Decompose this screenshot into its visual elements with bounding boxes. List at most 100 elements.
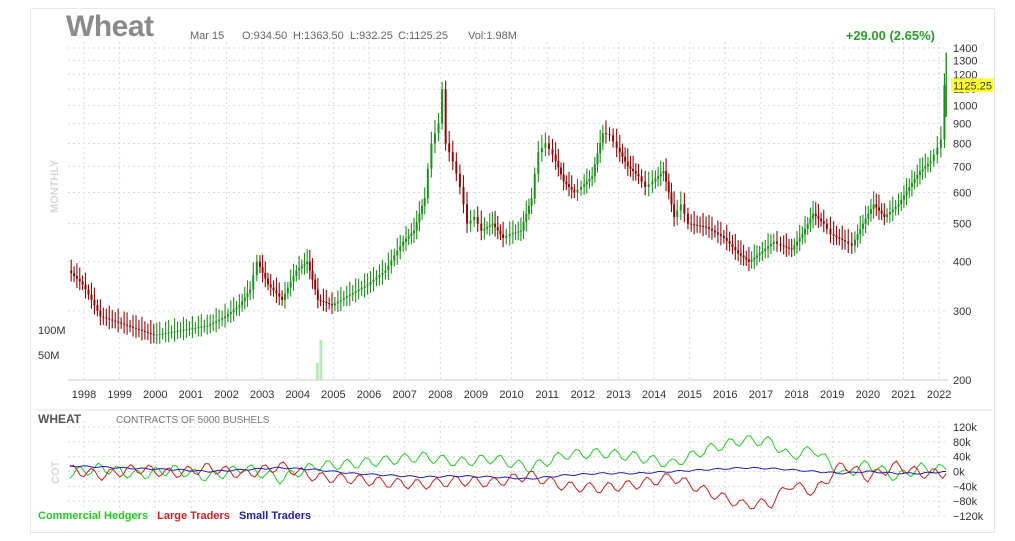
- price-bar-body: [897, 204, 900, 207]
- price-bar-body: [782, 245, 785, 247]
- price-bar-body: [859, 228, 862, 235]
- price-bar-body: [289, 281, 292, 288]
- price-bar-body: [455, 161, 458, 174]
- cot-tick-label: 120k: [953, 422, 977, 434]
- price-bar-body: [686, 213, 689, 224]
- price-bar-body: [120, 322, 123, 324]
- price-bar-body: [533, 173, 536, 199]
- price-bar-body: [615, 141, 618, 148]
- price-bar-body: [354, 291, 357, 293]
- price-bar-body: [769, 243, 772, 247]
- price-bar-body: [913, 178, 916, 183]
- low-value: L:932.25: [350, 30, 393, 42]
- cot-grid: [68, 421, 948, 517]
- price-bar-body: [390, 260, 393, 266]
- year-tick-label: 2017: [749, 389, 773, 401]
- price-bar-body: [775, 241, 778, 244]
- price-bar-body: [739, 253, 742, 256]
- price-bar-body: [761, 250, 764, 254]
- price-bar-body: [673, 204, 676, 217]
- price-bar-body: [197, 327, 200, 329]
- price-bar-body: [360, 287, 363, 290]
- price-bar-body: [209, 324, 212, 326]
- price-tick-label: 1000: [953, 100, 977, 112]
- price-bar-body: [936, 147, 939, 155]
- price-bar-body: [573, 189, 576, 193]
- price-bar-body: [702, 225, 705, 227]
- price-bar-body: [486, 227, 489, 229]
- price-bar-body: [888, 211, 891, 215]
- price-bar-body: [814, 213, 817, 217]
- year-tick-label: 1999: [107, 389, 131, 401]
- price-bar-body: [70, 270, 73, 274]
- price-bar-body: [298, 268, 301, 271]
- price-bar-body: [238, 305, 241, 308]
- price-bar-body: [303, 263, 306, 267]
- price-bar-body: [387, 265, 390, 271]
- price-bar-body: [300, 266, 303, 269]
- price-bar-body: [325, 301, 328, 304]
- price-bar-body: [924, 166, 927, 169]
- year-tick-label: 2004: [286, 389, 310, 401]
- year-tick-label: 2013: [606, 389, 630, 401]
- price-bar-body: [591, 176, 594, 179]
- price-bar-body: [149, 333, 152, 335]
- price-bar-body: [785, 246, 788, 248]
- price-bar-body: [448, 143, 451, 153]
- year-tick-label: 2014: [642, 389, 666, 401]
- price-bar-body: [331, 304, 333, 306]
- price-bar-body: [817, 216, 820, 219]
- price-bar-body: [745, 257, 748, 260]
- price-tick-label: 900: [953, 118, 971, 130]
- price-bar-body: [499, 230, 502, 235]
- year-tick-label: 2009: [464, 389, 488, 401]
- price-bar-body: [547, 143, 550, 149]
- price-bar-body: [659, 173, 662, 177]
- price-bar-body: [872, 204, 875, 209]
- price-bar-body: [568, 184, 571, 187]
- price-bar-body: [932, 154, 935, 162]
- price-bar-body: [308, 261, 311, 271]
- price-bar-body: [224, 316, 227, 319]
- legend-small-traders: Small Traders: [238, 510, 312, 522]
- price-bar-body: [146, 331, 149, 334]
- price-bar-body: [132, 326, 135, 328]
- cot-tick-label: 80k: [953, 437, 971, 449]
- price-bar-body: [877, 207, 880, 211]
- price-bar-body: [790, 248, 793, 250]
- price-bar-body: [84, 284, 87, 290]
- price-bar-body: [544, 143, 547, 148]
- price-bar-body: [508, 234, 511, 237]
- year-tick-label: 2005: [321, 389, 345, 401]
- price-bar-body: [152, 334, 155, 336]
- price-bar-body: [869, 208, 872, 214]
- price-bar-body: [793, 245, 796, 250]
- price-bar-body: [856, 234, 859, 240]
- price-bar-body: [87, 289, 90, 295]
- year-tick-label: 2011: [535, 389, 559, 401]
- price-bar-body: [266, 278, 269, 285]
- price-change: +29.00 (2.65%): [845, 28, 935, 43]
- price-bar-body: [829, 228, 832, 235]
- price-bar-body: [517, 231, 520, 233]
- price-bar-body: [679, 204, 682, 211]
- price-bar-body: [319, 299, 322, 301]
- cot-tick-label: −40k: [953, 481, 978, 493]
- price-bar-body: [295, 270, 298, 276]
- cot-subtitle: CONTRACTS OF 5000 BUSHELS: [116, 415, 270, 426]
- price-bar-body: [229, 311, 232, 315]
- price-bar-body: [867, 213, 870, 219]
- price-bar-body: [596, 153, 599, 165]
- cot-legend: Commercial Hedgers Large Traders Small T…: [38, 510, 317, 522]
- price-bar-body: [647, 184, 650, 187]
- close-value: C:1125.25: [398, 30, 448, 42]
- price-bar-body: [218, 319, 221, 322]
- price-bar-body: [750, 259, 753, 262]
- price-bar-body: [421, 205, 424, 214]
- price-bar-body: [134, 327, 137, 329]
- legend-commercial-hedgers: Commercial Hedgers: [38, 510, 149, 522]
- price-bar-body: [281, 296, 284, 300]
- price-bar-body: [173, 331, 176, 333]
- price-bar-body: [551, 148, 554, 155]
